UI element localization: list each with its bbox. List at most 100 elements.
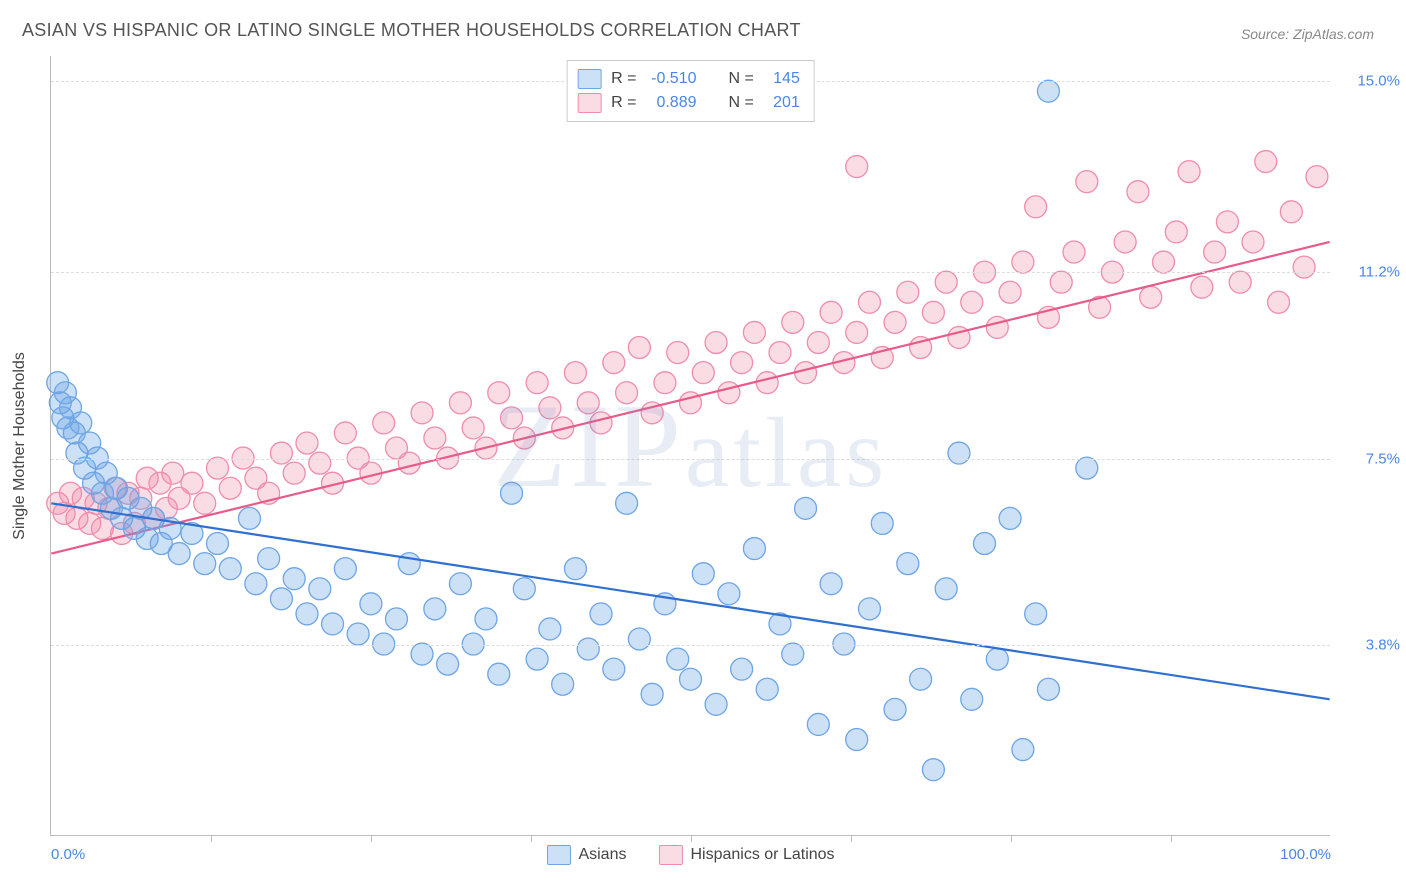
scatter-point	[1012, 251, 1034, 273]
scatter-point	[270, 442, 292, 464]
scatter-point	[846, 321, 868, 343]
scatter-point	[1216, 211, 1238, 233]
scatter-point	[705, 693, 727, 715]
r-label: R =	[611, 67, 636, 91]
chart-svg	[51, 56, 1330, 835]
x-tick-mark	[371, 835, 372, 842]
scatter-point	[449, 573, 471, 595]
scatter-point	[999, 281, 1021, 303]
scatter-point	[935, 271, 957, 293]
stats-row-asians: R = -0.510 N = 145	[577, 67, 800, 91]
scatter-point	[1037, 80, 1059, 102]
swatch-hispanics-icon	[658, 845, 682, 865]
scatter-point	[258, 548, 280, 570]
scatter-point	[1165, 221, 1187, 243]
scatter-point	[162, 462, 184, 484]
scatter-point	[577, 638, 599, 660]
legend-item-hispanics: Hispanics or Latinos	[658, 845, 834, 865]
scatter-point	[334, 558, 356, 580]
scatter-point	[501, 482, 523, 504]
y-tick-label: 7.5%	[1366, 450, 1400, 467]
gridline-h	[51, 272, 1330, 273]
scatter-point	[245, 573, 267, 595]
scatter-point	[526, 648, 548, 670]
legend-item-asians: Asians	[546, 845, 626, 865]
scatter-point	[731, 352, 753, 374]
scatter-point	[168, 543, 190, 565]
scatter-point	[322, 613, 344, 635]
scatter-point	[577, 392, 599, 414]
scatter-point	[884, 698, 906, 720]
scatter-point	[718, 382, 740, 404]
scatter-point	[1140, 286, 1162, 308]
scatter-point	[961, 291, 983, 313]
scatter-point	[922, 301, 944, 323]
scatter-point	[360, 593, 382, 615]
scatter-point	[731, 658, 753, 680]
scatter-point	[238, 507, 260, 529]
y-tick-label: 3.8%	[1366, 636, 1400, 653]
scatter-point	[411, 643, 433, 665]
x-tick-mark	[851, 835, 852, 842]
scatter-point	[910, 668, 932, 690]
scatter-point	[462, 417, 484, 439]
trend-line	[51, 242, 1329, 554]
scatter-point	[590, 412, 612, 434]
legend-label-hispanics: Hispanics or Latinos	[690, 846, 834, 864]
scatter-point	[270, 588, 292, 610]
scatter-point	[373, 412, 395, 434]
n-label: N =	[729, 67, 754, 91]
scatter-point	[705, 331, 727, 353]
scatter-point	[181, 472, 203, 494]
scatter-point	[680, 668, 702, 690]
scatter-point	[539, 618, 561, 640]
scatter-point	[207, 457, 229, 479]
r-value-asians: -0.510	[647, 67, 697, 91]
scatter-point	[1178, 161, 1200, 183]
scatter-point	[858, 598, 880, 620]
scatter-point	[769, 342, 791, 364]
scatter-point	[628, 337, 650, 359]
correlation-stats-box: R = -0.510 N = 145 R = 0.889 N = 201	[566, 60, 815, 122]
scatter-point	[1127, 181, 1149, 203]
scatter-point	[1268, 291, 1290, 313]
scatter-point	[309, 452, 331, 474]
scatter-point	[219, 558, 241, 580]
scatter-point	[961, 688, 983, 710]
x-tick-mark	[211, 835, 212, 842]
scatter-point	[603, 352, 625, 374]
scatter-point	[194, 553, 216, 575]
x-tick-mark	[691, 835, 692, 842]
scatter-point	[935, 578, 957, 600]
scatter-point	[334, 422, 356, 444]
scatter-point	[948, 442, 970, 464]
scatter-point	[1255, 151, 1277, 173]
scatter-point	[756, 372, 778, 394]
r-label: R =	[611, 91, 636, 115]
scatter-point	[820, 573, 842, 595]
scatter-point	[309, 578, 331, 600]
scatter-point	[654, 372, 676, 394]
scatter-point	[756, 678, 778, 700]
scatter-point	[743, 321, 765, 343]
scatter-point	[667, 648, 689, 670]
swatch-hispanics	[577, 93, 601, 113]
scatter-point	[807, 713, 829, 735]
y-tick-label: 11.2%	[1359, 264, 1400, 281]
scatter-point	[564, 362, 586, 384]
scatter-point	[1306, 166, 1328, 188]
x-tick-mark	[531, 835, 532, 842]
scatter-point	[616, 382, 638, 404]
scatter-point	[795, 497, 817, 519]
scatter-point	[539, 397, 561, 419]
scatter-point	[1037, 678, 1059, 700]
scatter-point	[846, 729, 868, 751]
n-value-asians: 145	[764, 67, 800, 91]
scatter-point	[398, 452, 420, 474]
scatter-point	[411, 402, 433, 424]
scatter-point	[1012, 739, 1034, 761]
scatter-point	[871, 512, 893, 534]
scatter-point	[1242, 231, 1264, 253]
scatter-point	[590, 603, 612, 625]
scatter-point	[1280, 201, 1302, 223]
